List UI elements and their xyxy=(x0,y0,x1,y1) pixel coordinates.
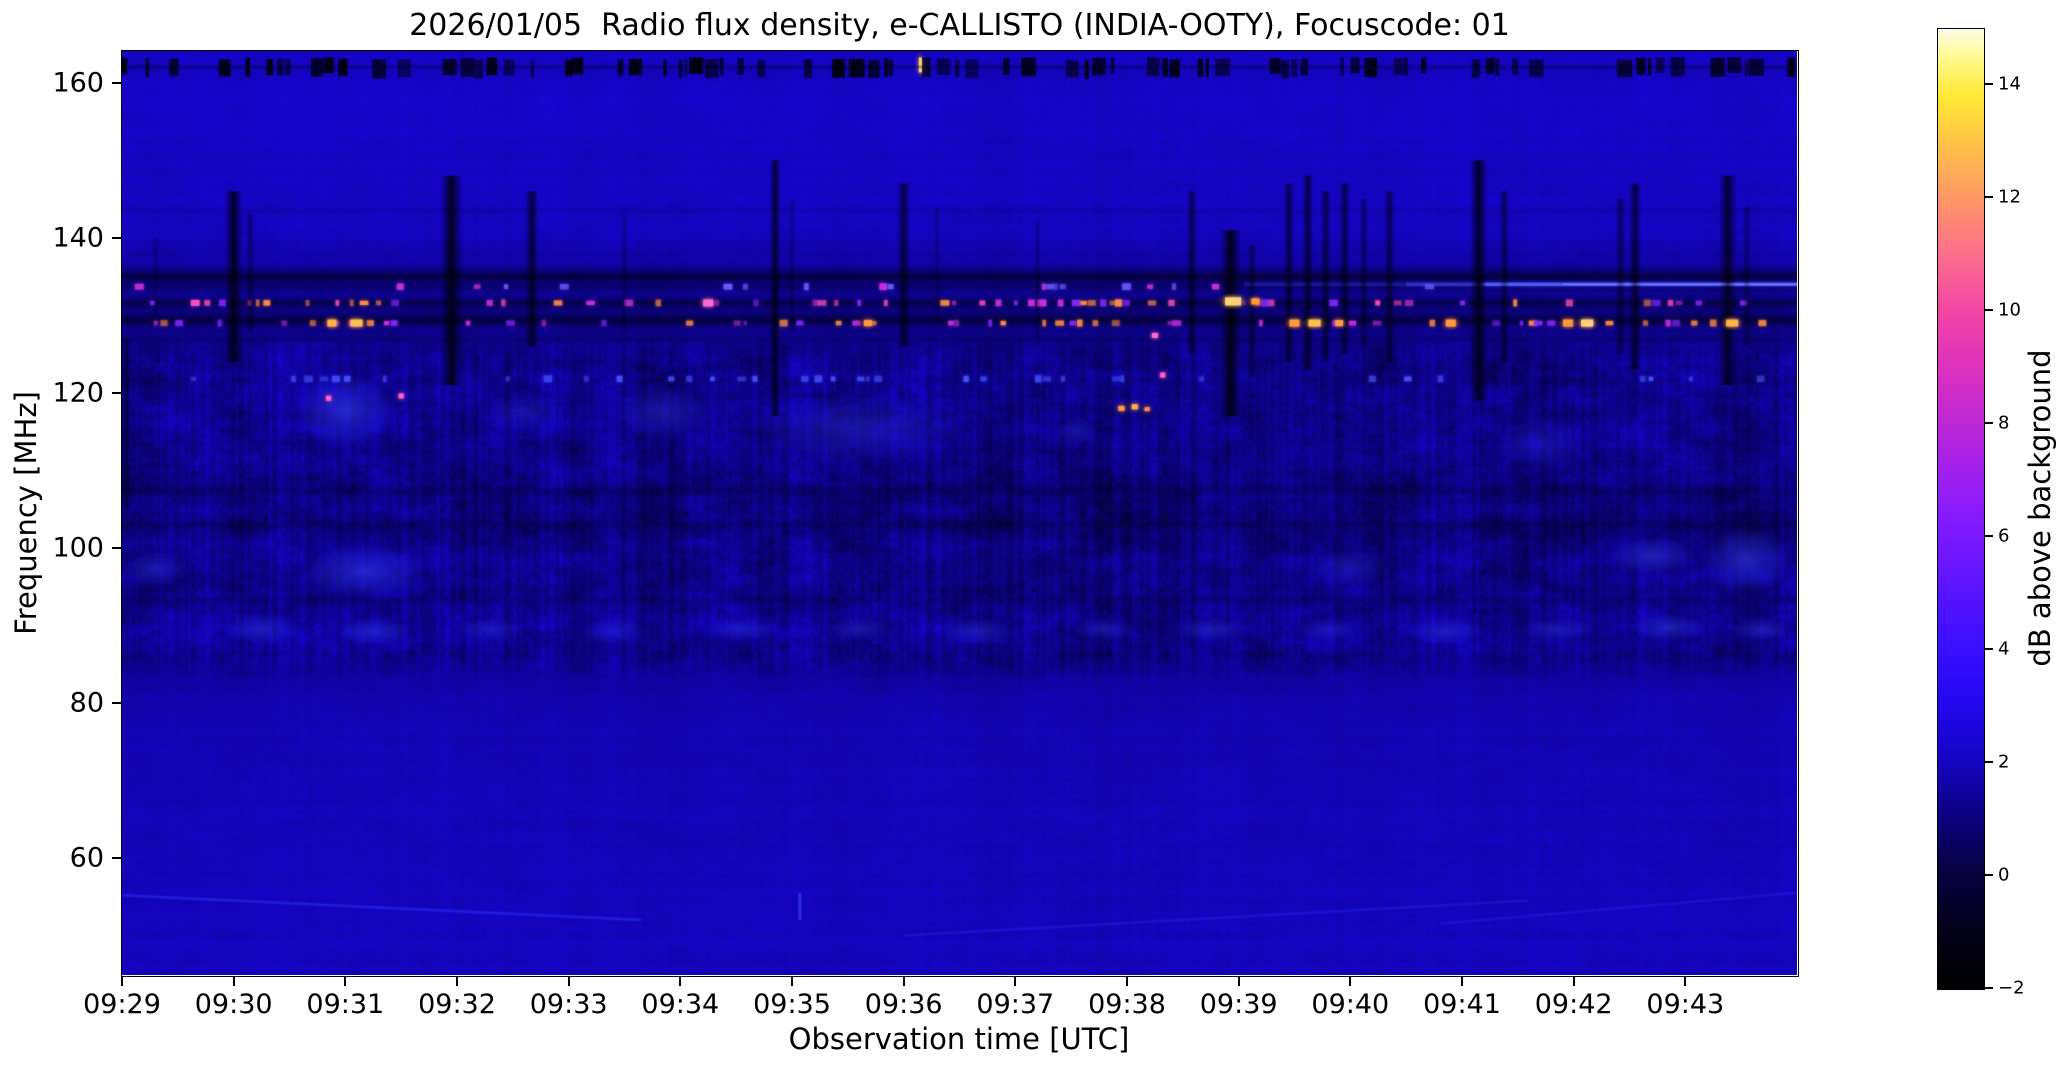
x-tick-label: 09:40 xyxy=(1311,989,1390,1020)
x-tick-label: 09:39 xyxy=(1199,989,1278,1020)
colorbar-tick-mark xyxy=(1984,422,1993,425)
colorbar-tick-label: 0 xyxy=(1998,864,2010,886)
colorbar-tick-mark xyxy=(1984,761,1993,764)
y-tick-mark xyxy=(112,236,122,239)
x-tick-mark xyxy=(1237,976,1240,986)
colorbar-tick-label: 2 xyxy=(1998,751,2010,773)
x-tick-label: 09:36 xyxy=(864,989,943,1020)
x-tick-mark xyxy=(679,976,682,986)
figure-title: 2026/01/05 Radio flux density, e-CALLIST… xyxy=(409,8,1510,43)
x-tick-label: 09:32 xyxy=(418,989,496,1020)
y-tick-mark xyxy=(112,701,122,704)
plot-frame xyxy=(121,50,1799,977)
colorbar-label: dB above background xyxy=(2023,349,2057,667)
colorbar-tick-label: 4 xyxy=(1998,638,2010,660)
x-tick-label: 09:42 xyxy=(1534,989,1613,1020)
x-tick-mark xyxy=(902,976,905,986)
y-tick-mark xyxy=(112,856,122,859)
y-tick-label: 100 xyxy=(52,532,104,564)
x-tick-label: 09:33 xyxy=(529,989,608,1020)
x-tick-mark xyxy=(1461,976,1463,986)
y-tick-label: 160 xyxy=(52,67,104,99)
colorbar-tick-label: 12 xyxy=(1998,186,2021,208)
x-tick-mark xyxy=(791,976,793,986)
x-tick-mark xyxy=(1349,976,1352,986)
x-tick-label: 09:30 xyxy=(194,989,273,1020)
x-tick-label: 09:38 xyxy=(1088,989,1166,1020)
colorbar-tick-mark xyxy=(1984,648,1993,651)
colorbar-tick-label: −2 xyxy=(1998,977,2025,999)
colorbar-tick-label: 14 xyxy=(1998,73,2021,95)
x-tick-mark xyxy=(1684,976,1687,986)
colorbar-gradient xyxy=(1937,28,1985,990)
x-tick-mark xyxy=(232,976,235,986)
colorbar-tick-mark xyxy=(1984,83,1993,86)
y-axis-label: Frequency [MHz] xyxy=(9,391,43,635)
y-tick-mark xyxy=(112,546,122,549)
colorbar-tick-label: 8 xyxy=(1998,412,2010,434)
spectrogram-canvas xyxy=(122,51,1797,975)
x-tick-label: 09:34 xyxy=(641,989,720,1020)
colorbar-tick-mark xyxy=(1984,874,1993,877)
colorbar-tick-mark xyxy=(1984,309,1993,312)
colorbar-tick-label: 10 xyxy=(1998,299,2021,321)
x-tick-label: 09:35 xyxy=(753,989,831,1020)
colorbar-tick-mark xyxy=(1984,987,1993,989)
x-tick-label: 09:41 xyxy=(1423,989,1501,1020)
colorbar-tick-mark xyxy=(1984,196,1993,199)
x-tick-mark xyxy=(1014,976,1017,986)
x-tick-label: 09:37 xyxy=(976,989,1055,1020)
colorbar-tick-label: 6 xyxy=(1998,525,2010,547)
x-tick-mark xyxy=(567,976,570,986)
x-axis-label: Observation time [UTC] xyxy=(788,1022,1130,1056)
x-tick-mark xyxy=(456,976,458,986)
colorbar-tick-mark xyxy=(1984,535,1993,538)
y-tick-label: 120 xyxy=(52,377,104,409)
x-tick-label: 09:31 xyxy=(306,989,385,1020)
y-tick-label: 60 xyxy=(69,842,104,874)
x-tick-mark xyxy=(1126,976,1128,986)
y-tick-mark xyxy=(112,391,122,394)
y-tick-label: 140 xyxy=(52,222,104,254)
x-tick-label: 09:29 xyxy=(83,989,161,1020)
x-tick-mark xyxy=(344,976,347,986)
x-tick-mark xyxy=(121,976,123,986)
y-tick-label: 80 xyxy=(69,687,104,719)
x-tick-mark xyxy=(1572,976,1575,986)
x-tick-label: 09:43 xyxy=(1646,989,1725,1020)
y-tick-mark xyxy=(112,81,122,84)
